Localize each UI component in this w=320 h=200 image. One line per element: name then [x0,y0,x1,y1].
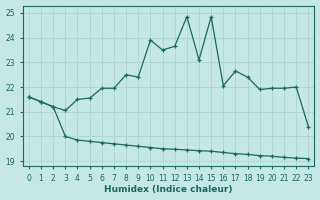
X-axis label: Humidex (Indice chaleur): Humidex (Indice chaleur) [104,185,233,194]
